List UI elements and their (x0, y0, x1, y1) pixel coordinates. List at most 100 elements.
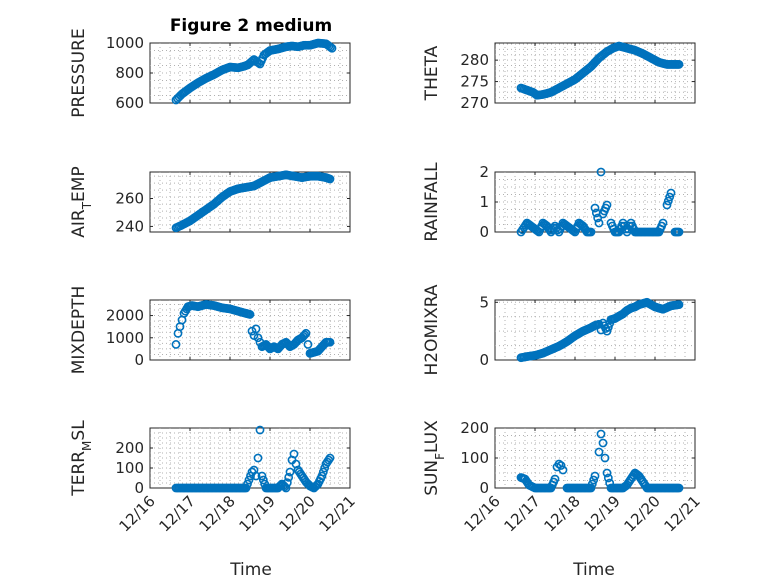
data-point (325, 174, 335, 184)
y-axis-label: MIXDEPTH (69, 286, 89, 375)
data-point (326, 42, 335, 52)
data-point (303, 340, 313, 349)
y-tick-label: 800 (115, 64, 144, 82)
data-point (282, 478, 292, 488)
data-point (603, 322, 613, 332)
data-point (665, 192, 675, 202)
data-point (327, 43, 337, 53)
y-tick-label: 1000 (106, 34, 144, 52)
data-point (243, 479, 252, 489)
y-tick-label: 600 (115, 94, 144, 112)
y-tick-label: 0 (134, 351, 144, 369)
y-tick-label: 2000 (106, 307, 144, 325)
data-point (251, 471, 261, 481)
data-point (554, 459, 564, 469)
data-point (587, 479, 597, 489)
data-point (602, 200, 612, 210)
data-point (594, 319, 604, 329)
y-tick-label: 2 (479, 163, 489, 181)
data-point (300, 330, 310, 340)
data-point (674, 300, 684, 310)
y-axis-label: TERRMSL (69, 420, 94, 497)
data-point (594, 447, 604, 457)
data-point (663, 196, 673, 206)
data-point (589, 475, 599, 485)
chart-title: Figure 2 medium (170, 16, 332, 36)
data-point (674, 227, 684, 237)
data-point (317, 471, 327, 481)
data-markers (171, 425, 335, 493)
data-point (257, 471, 267, 481)
y-tick-label: 5 (479, 293, 489, 311)
data-point (590, 471, 600, 481)
data-markers (516, 41, 684, 100)
y-axis-label: SUNFLUX (422, 420, 447, 496)
y-tick-label: 275 (460, 73, 489, 91)
x-axis-label-right: Time (572, 560, 615, 580)
subplot-theta: 270 275 280 THETA (422, 41, 696, 112)
y-axis-label: AIRTEMP (69, 166, 94, 237)
subplot-rainfall: 0 1 2 RAINFALL (422, 162, 696, 242)
y-tick-label: 0 (134, 479, 144, 497)
y-tick-label: 0 (479, 479, 489, 497)
data-point (285, 467, 295, 477)
y-tick-label: 240 (115, 217, 144, 235)
data-point (596, 167, 606, 177)
x-axis-label-left: Time (229, 560, 272, 580)
data-point (171, 340, 181, 349)
data-point (244, 475, 254, 485)
subplot-h2omixra: 0 5 H2OMIXRA (422, 284, 696, 376)
data-markers (516, 297, 684, 363)
y-axis-label: H2OMIXRA (422, 284, 442, 375)
data-point (556, 461, 566, 470)
data-point (318, 467, 328, 477)
data-point (325, 453, 335, 463)
data-markers (516, 167, 684, 237)
data-point (586, 483, 596, 493)
data-point (662, 200, 672, 210)
data-point (602, 326, 612, 336)
y-tick-label: 100 (460, 449, 489, 467)
subplot-pressure: 600 800 1000 PRESSURE (69, 28, 351, 118)
data-point (600, 453, 610, 463)
y-tick-label: 280 (460, 51, 489, 69)
data-point (253, 333, 263, 343)
data-markers (171, 38, 337, 105)
subplot-mixdepth: 0 1000 2000 MIXDEPTH (69, 286, 351, 375)
data-point (255, 425, 265, 435)
data-point (245, 310, 255, 319)
data-point (674, 60, 684, 69)
data-point (586, 227, 596, 237)
y-tick-label: 0 (479, 223, 489, 241)
y-tick-label: 1000 (106, 329, 144, 347)
data-point (598, 438, 608, 448)
data-point (325, 337, 335, 347)
data-point (284, 472, 294, 482)
data-point (602, 468, 612, 478)
data-point (241, 483, 251, 493)
data-point (558, 465, 568, 475)
y-tick-label: 200 (115, 439, 144, 457)
y-tick-label: 270 (460, 94, 489, 112)
y-tick-label: 1 (479, 193, 489, 211)
data-point (289, 449, 299, 459)
y-tick-label: 100 (115, 459, 144, 477)
data-point (658, 218, 668, 228)
y-tick-label: 0 (479, 351, 489, 369)
data-markers (516, 429, 684, 493)
y-axis-label: PRESSURE (69, 28, 89, 117)
data-point (590, 203, 600, 213)
subplot-air_temp: 240 260 AIRTEMP (69, 166, 351, 238)
data-point (596, 429, 606, 439)
data-point (674, 483, 684, 493)
data-markers (171, 170, 335, 233)
data-point (258, 475, 268, 485)
data-point (603, 473, 613, 483)
data-point (666, 188, 676, 198)
data-point (253, 453, 263, 463)
y-axis-label: THETA (422, 45, 442, 101)
data-markers (171, 300, 335, 358)
data-point (301, 328, 311, 338)
y-tick-label: 260 (115, 190, 144, 208)
